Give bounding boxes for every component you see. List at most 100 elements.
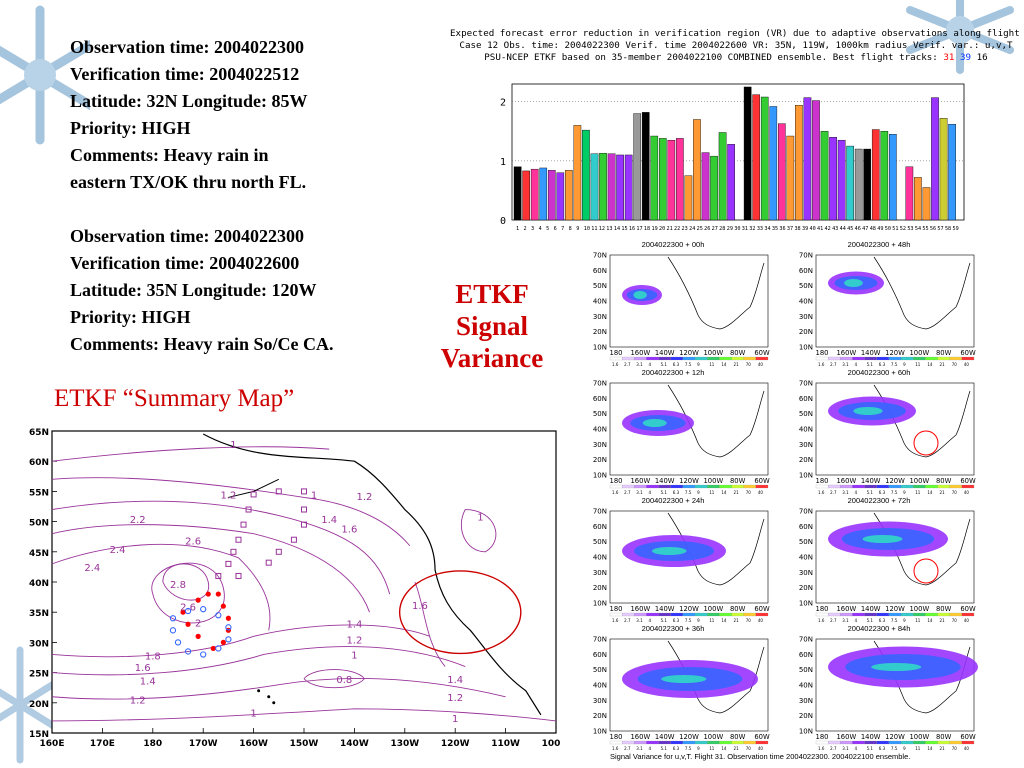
colorbar-swatch	[925, 612, 938, 617]
colorbar-label: 5.1	[661, 362, 668, 367]
bar	[889, 134, 897, 221]
colorbar-label: 5.1	[867, 362, 874, 367]
colorbar-label: 21	[940, 746, 946, 751]
panel-lat-label: 40N	[799, 554, 813, 562]
colorbar-swatch	[755, 612, 769, 617]
colorbar-label: 6.3	[879, 746, 886, 751]
panel-lon-label: 180	[610, 605, 623, 613]
colorbar-label: 40	[758, 618, 764, 623]
colorbar-label: 1.6	[818, 746, 825, 751]
colorbar-label: 5.1	[867, 490, 874, 495]
colorbar-label: 9	[697, 362, 700, 367]
colorbar-label: 21	[940, 490, 946, 495]
colorbar-label: 4	[648, 490, 651, 495]
colorbar-swatch	[900, 356, 914, 361]
colorbar-label: 21	[734, 490, 740, 495]
observation-red-dot	[185, 621, 191, 627]
colorbar-swatch	[840, 612, 853, 617]
panel-lat-label: 70N	[593, 252, 607, 260]
panel-lon-label: 140W	[861, 349, 881, 357]
colorbar-swatch	[961, 612, 975, 617]
colorbar-label: 2.7	[830, 618, 837, 623]
summary-lat-label: 65N	[29, 428, 49, 438]
colorbar-swatch	[658, 740, 671, 745]
colorbar-label: 5.1	[661, 490, 668, 495]
colorbar-label: 70	[952, 618, 958, 623]
colorbar-label: 14	[721, 362, 727, 367]
panel-lon-label: 80W	[730, 477, 746, 485]
colorbar-swatch	[719, 356, 732, 361]
bar	[914, 177, 922, 221]
bar-xtick-label: 9	[576, 226, 579, 232]
panel-lat-label: 40N	[799, 298, 813, 306]
signal-peak	[633, 291, 647, 299]
colorbar-label: 9	[697, 618, 700, 623]
bar-ytick-label: 1	[500, 157, 506, 168]
bar-xtick-label: 53	[907, 226, 913, 232]
panel-lon-label: 140W	[861, 477, 881, 485]
colorbar-label: 5.1	[661, 618, 668, 623]
colorbar-label: 1.6	[612, 746, 619, 751]
colorbar-label: 11	[915, 746, 921, 751]
contour-line	[414, 581, 446, 667]
bar	[803, 97, 812, 221]
bar	[633, 113, 641, 221]
bar-xtick-label: 30	[734, 226, 740, 232]
panel-lat-label: 70N	[799, 508, 813, 516]
signal-peak	[853, 407, 883, 415]
observation-square	[235, 536, 242, 543]
bar	[727, 144, 735, 221]
colorbar-label: 6.3	[673, 490, 680, 495]
summary-lat-label: 50N	[29, 519, 49, 529]
panel-lon-label: 180	[610, 477, 623, 485]
obs2-location: Latitude: 35N Longitude: 120W	[70, 280, 317, 300]
observation-blue-circle	[169, 615, 177, 622]
signal-variance-panel: 2004022300 + 60h 70N 60N 50N 40N 30N 20N 10N 180…	[784, 368, 976, 495]
contour-line	[303, 669, 366, 689]
signal-variance-panel: 2004022300 + 72h 70N 60N 50N 40N 30N 20N 10N 180…	[784, 496, 976, 623]
bar	[846, 145, 854, 221]
panel-frame	[815, 382, 975, 476]
colorbar-swatch	[634, 356, 647, 361]
colorbar-swatch	[682, 612, 696, 617]
colorbar-label: 7.5	[891, 362, 898, 367]
bar-xtick-label: 26	[704, 226, 710, 232]
contour-label: 2.6	[180, 602, 196, 613]
bar-xtick-label: 49	[877, 226, 883, 232]
colorbar-label: 4	[648, 618, 651, 623]
panel-signal	[622, 410, 694, 436]
panel-lon-label: 60W	[960, 605, 976, 613]
colorbar-swatch	[731, 356, 744, 361]
colorbar-label: 40	[964, 618, 970, 623]
etkf-title-line2: Signal	[455, 311, 529, 341]
panel-lon-label: 60W	[960, 477, 976, 485]
bar	[922, 187, 931, 221]
colorbar-label: 1.6	[612, 490, 619, 495]
observation-blue-circle	[225, 636, 232, 643]
colorbar-label: 40	[964, 490, 970, 495]
contour-label: 1.2	[447, 693, 463, 704]
bar-chart-title-line1: Expected forecast error reduction in ver…	[450, 28, 1024, 39]
bar-xtick-label: 31	[742, 226, 748, 232]
bar-xtick-label: 1	[516, 226, 519, 232]
bar-chart-title: Expected forecast error reduction in ver…	[450, 28, 1024, 64]
bar-xtick-label: 59	[952, 226, 958, 232]
panel-lat-label: 30N	[799, 569, 813, 577]
panel-lat-label: 10N	[799, 344, 813, 352]
aleutian-islands	[228, 478, 280, 498]
bar	[522, 170, 530, 221]
panel-lon-label: 140W	[655, 349, 675, 357]
colorbar-swatch	[707, 612, 720, 617]
bar-ytick-label: 2	[500, 98, 506, 109]
bar	[880, 131, 889, 221]
colorbar-swatch	[888, 740, 902, 745]
observation-red-dot	[215, 591, 221, 597]
summary-lat-label: 30N	[29, 639, 49, 649]
panel-lon-label: 160W	[630, 605, 650, 613]
bar	[547, 170, 556, 221]
bar	[786, 135, 795, 221]
panel-lat-label: 50N	[799, 538, 813, 546]
colorbar-label: 3.1	[636, 490, 643, 495]
